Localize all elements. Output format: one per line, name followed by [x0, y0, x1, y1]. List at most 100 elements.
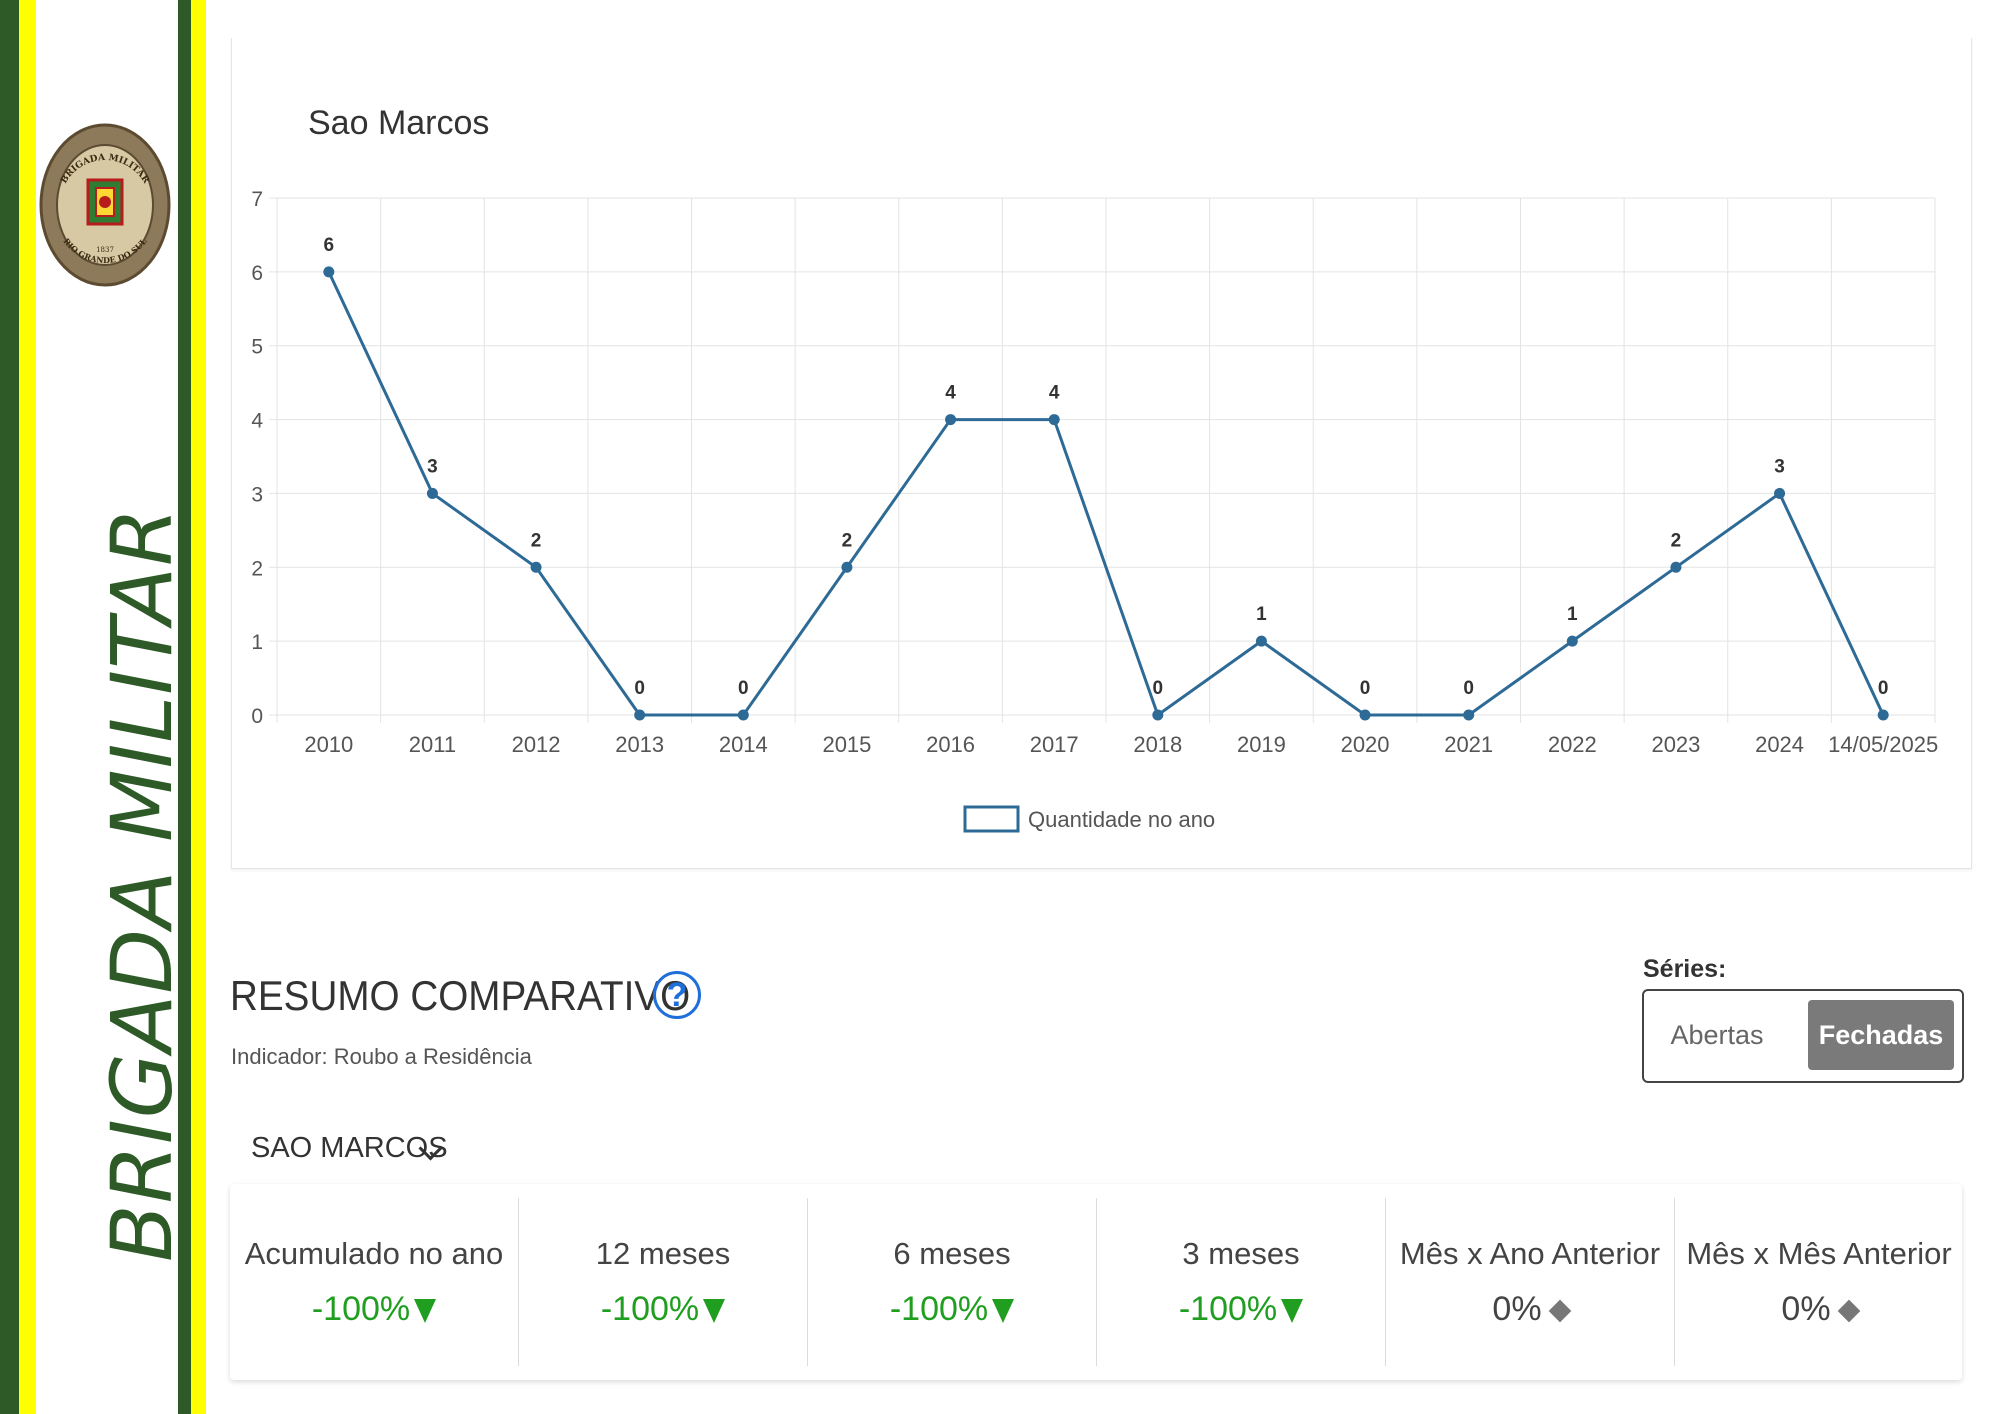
x-tick-label: 2013 — [615, 732, 664, 757]
stripe-yellow-left — [19, 0, 36, 1414]
data-point — [1048, 414, 1060, 426]
data-label: 3 — [1774, 456, 1785, 477]
region-select[interactable]: SAO MARCOS — [251, 1132, 448, 1164]
kpi-label: 3 meses — [1182, 1236, 1300, 1271]
kpi-label: 6 meses — [893, 1236, 1011, 1271]
y-tick-label: 0 — [251, 705, 263, 728]
chart-title: Sao Marcos — [308, 104, 489, 142]
kpi-acumulado: Acumulado no ano -100% — [230, 1184, 518, 1380]
data-point — [530, 561, 542, 573]
y-tick-label: 2 — [251, 557, 263, 580]
y-tick-label: 3 — [251, 483, 263, 506]
data-label: 2 — [1671, 530, 1682, 551]
stripe-yellow-right — [191, 0, 206, 1414]
triangle-down-icon — [992, 1299, 1015, 1324]
x-tick-label: 2012 — [512, 732, 561, 757]
data-point — [1566, 635, 1578, 647]
x-tick-label: 2020 — [1341, 732, 1390, 757]
triangle-down-icon — [703, 1299, 726, 1324]
y-tick-label: 4 — [251, 410, 263, 433]
x-tick-label: 2021 — [1444, 732, 1493, 757]
kpi-value: -100% — [519, 1290, 807, 1329]
data-point — [945, 414, 957, 426]
data-label: 0 — [1463, 678, 1474, 699]
series-line — [327, 271, 1885, 718]
data-label: 1 — [1567, 604, 1578, 625]
data-label: 0 — [1878, 678, 1889, 699]
data-label: 6 — [324, 235, 335, 256]
kpi-value: 0% — [1386, 1290, 1674, 1329]
data-label: 4 — [1049, 383, 1060, 404]
series-option-fechadas[interactable]: Fechadas — [1808, 1000, 1954, 1070]
series-toggle: Abertas Fechadas — [1642, 989, 1964, 1083]
data-point — [323, 266, 335, 278]
data-point — [1255, 635, 1267, 647]
data-point — [1774, 487, 1786, 499]
brigada-militar-emblem: BRIGADA MILITAR RIO GRANDE DO SUL 1837 — [39, 123, 171, 287]
x-tick-label: 2015 — [822, 732, 871, 757]
help-icon[interactable]: ? — [653, 971, 701, 1019]
kpi-divider — [1385, 1198, 1386, 1366]
legend-swatch — [963, 805, 1020, 833]
series-label: Séries: — [1643, 955, 1727, 983]
data-label: 3 — [427, 456, 438, 477]
kpi-value: 0% — [1675, 1290, 1963, 1329]
stripe-green-left — [0, 0, 19, 1414]
legend-label: Quantidade no ano — [1028, 807, 1215, 832]
data-point — [737, 709, 749, 721]
series-option-abertas[interactable]: Abertas — [1670, 1020, 1764, 1050]
y-tick-label: 7 — [251, 188, 263, 211]
kpi-value: -100% — [1097, 1290, 1385, 1329]
x-tick-label: 2023 — [1651, 732, 1700, 757]
emblem-year: 1837 — [96, 246, 114, 254]
x-tick-label: 2019 — [1237, 732, 1286, 757]
kpi-divider — [1674, 1198, 1675, 1366]
kpi-12-meses: 12 meses -100% — [519, 1184, 807, 1380]
x-tick-label: 2018 — [1133, 732, 1182, 757]
data-label: 2 — [531, 530, 542, 551]
kpi-6-meses: 6 meses -100% — [808, 1184, 1096, 1380]
y-tick-label: 6 — [251, 262, 263, 285]
kpi-value: -100% — [230, 1290, 518, 1329]
x-tick-label: 2022 — [1548, 732, 1597, 757]
brand-sidebar: BRIGADA MILITAR RIO GRANDE DO SUL 1837 B… — [0, 0, 206, 1414]
data-label: 2 — [842, 530, 853, 551]
x-tick-label: 2017 — [1030, 732, 1079, 757]
kpi-3-meses: 3 meses -100% — [1097, 1184, 1385, 1380]
brand-vertical-text: BRIGADA MILITAR — [93, 506, 191, 1262]
data-point — [841, 561, 853, 573]
kpi-label: Mês x Mês Anterior — [1686, 1236, 1952, 1271]
x-tick-label: 2014 — [719, 732, 768, 757]
kpi-value: -100% — [808, 1290, 1096, 1329]
data-label: 0 — [1360, 678, 1371, 699]
kpi-label: Mês x Ano Anterior — [1399, 1236, 1661, 1271]
x-tick-label: 2016 — [926, 732, 975, 757]
data-label: 0 — [738, 678, 749, 699]
kpi-mes-mes-anterior: Mês x Mês Anterior 0% — [1675, 1184, 1963, 1380]
data-label: 4 — [945, 383, 956, 404]
kpi-card: Acumulado no ano -100% 12 meses -100% 6 … — [230, 1184, 1962, 1380]
data-point — [426, 487, 438, 499]
x-tick-label: 2024 — [1755, 732, 1804, 757]
data-point — [1359, 709, 1371, 721]
x-tick-label: 2011 — [409, 732, 456, 757]
x-tick-label: 14/05/2025 — [1828, 732, 1938, 757]
y-tick-label: 1 — [251, 631, 263, 654]
indicator-label: Indicador: Roubo a Residência — [231, 1044, 532, 1069]
data-label: 0 — [1153, 678, 1164, 699]
data-point — [1152, 709, 1164, 721]
diamond-icon — [1548, 1299, 1571, 1323]
kpi-divider — [1096, 1198, 1097, 1366]
kpi-label: Acumulado no ano — [244, 1236, 504, 1271]
kpi-mes-ano-anterior: Mês x Ano Anterior 0% — [1386, 1184, 1674, 1380]
kpi-divider — [807, 1198, 808, 1366]
stripe-green-right — [178, 0, 191, 1414]
data-point — [1877, 709, 1889, 721]
data-label: 0 — [634, 678, 645, 699]
kpi-divider — [518, 1198, 519, 1366]
triangle-down-icon — [414, 1299, 437, 1324]
chart-card: Sao Marcos 0 1 2 3 4 5 6 7 2010 2011 2012 2013 2014 20… — [231, 38, 1972, 869]
diamond-icon — [1837, 1299, 1860, 1323]
kpi-label: 12 meses — [595, 1236, 731, 1271]
